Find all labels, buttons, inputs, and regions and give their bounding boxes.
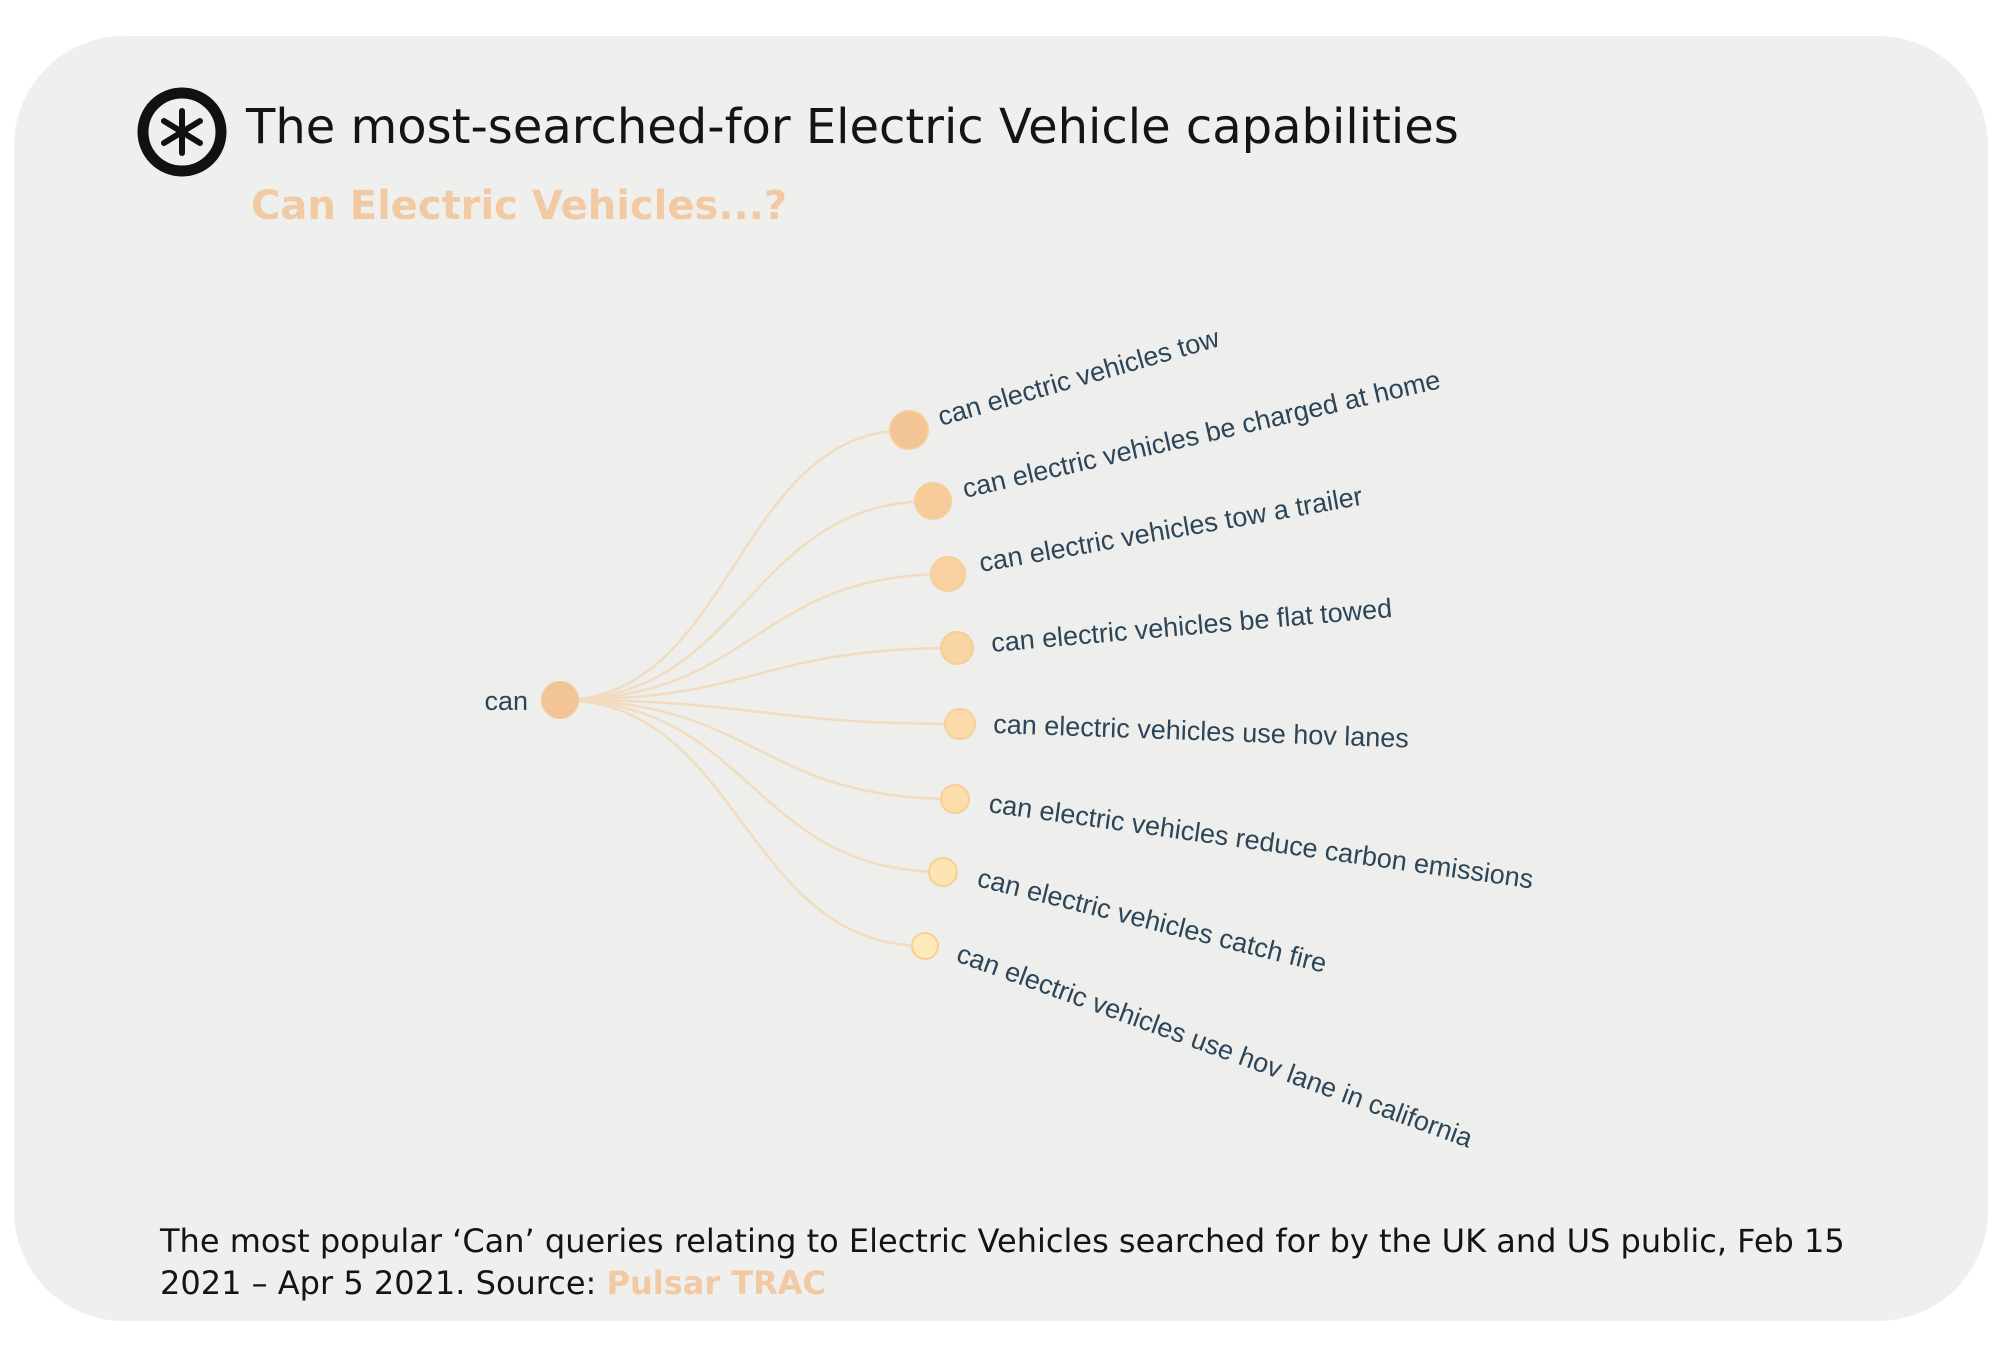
query-label: can electric vehicles reduce carbon emis…: [987, 788, 1535, 894]
root-label: can: [484, 686, 528, 716]
query-label: can electric vehicles use hov lanes: [993, 709, 1410, 753]
query-node[interactable]: [940, 631, 974, 665]
query-label: can electric vehicles use hov lane in ca…: [953, 938, 1478, 1153]
page-subtitle: Can Electric Vehicles...?: [251, 183, 788, 229]
tree-labels: can can electric vehicles tow can electric…: [484, 323, 1535, 1154]
query-label: can electric vehicles tow a trailer: [977, 481, 1365, 578]
query-node[interactable]: [911, 932, 939, 960]
query-node[interactable]: [944, 708, 976, 740]
source-link[interactable]: Pulsar TRAC: [606, 1264, 826, 1302]
asterisk-circle-logo-icon: [137, 87, 227, 177]
tree-link: [559, 698, 926, 948]
query-node[interactable]: [940, 784, 970, 814]
query-node[interactable]: [930, 556, 966, 592]
query-node[interactable]: [928, 857, 958, 887]
tree-link: [559, 499, 934, 702]
tree-nodes: [541, 410, 976, 960]
tree-link: [559, 428, 910, 702]
footer-caption: The most popular ‘Can’ queries relating …: [160, 1220, 1920, 1304]
tree-panel: [318, 280, 1644, 1128]
tree-link: [559, 698, 944, 874]
tree-link: [559, 572, 949, 702]
tree-links: [559, 428, 961, 948]
page-title: The most-searched-for Electric Vehicle c…: [246, 99, 1459, 155]
tree-link: [559, 646, 958, 702]
query-node[interactable]: [889, 410, 929, 450]
query-node[interactable]: [914, 482, 952, 520]
root-node[interactable]: [541, 681, 579, 719]
tree-link: [559, 698, 956, 801]
tree-link: [559, 698, 961, 726]
query-label: can electric vehicles tow: [934, 323, 1223, 432]
query-label: can electric vehicles be flat towed: [990, 593, 1393, 658]
caption-text: The most popular ‘Can’ queries relating …: [160, 1222, 1845, 1302]
